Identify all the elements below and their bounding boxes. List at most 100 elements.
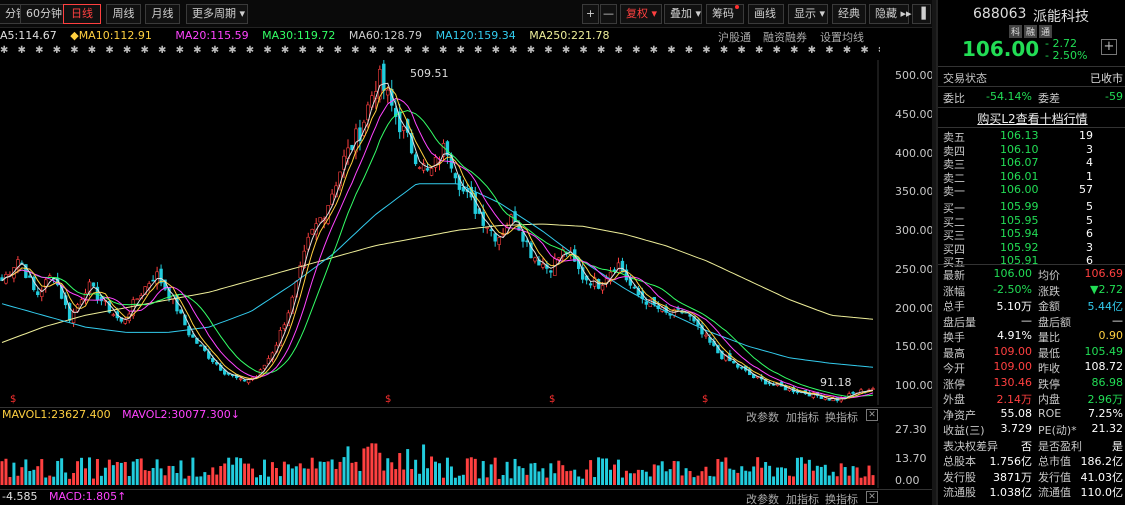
switch-indicator-link[interactable]: 换指标 [825, 493, 858, 505]
volume-bar [525, 474, 529, 485]
draw-line-button[interactable]: 画线 [748, 4, 784, 24]
volume-bar [370, 443, 374, 485]
buy-l2-link[interactable]: 购买L2查看十档行情 [938, 110, 1125, 126]
fuquan-button[interactable]: 复权 ▾ [620, 4, 662, 24]
chevron-down-icon: ▾ [819, 7, 826, 20]
volume-bar [227, 457, 231, 485]
bid-row[interactable]: 买四 105.92 3 [938, 241, 1125, 256]
volume-bar [199, 476, 203, 485]
candle-body [79, 299, 84, 305]
candle-body [358, 127, 362, 142]
volume-bar [859, 477, 863, 485]
display-button[interactable]: 显示 ▾ [788, 4, 828, 24]
bid-row[interactable]: 买二 105.95 5 [938, 214, 1125, 229]
kline-chart[interactable]: 509.51 91.18 $ $ $ $ [0, 60, 880, 405]
tab-60min[interactable]: 60分钟 [20, 4, 68, 24]
level-label: 买四 [943, 242, 965, 256]
chips-button[interactable]: 筹码 [706, 4, 744, 24]
candle-body [167, 288, 171, 299]
volume-bar [640, 469, 644, 485]
stat-label: 换手 [943, 331, 965, 344]
candle-body [40, 290, 44, 297]
level-volume: 19 [1079, 129, 1093, 142]
zoom-out-button[interactable]: — [600, 4, 617, 24]
volume-bar [620, 477, 624, 485]
volume-bar [382, 470, 386, 485]
ask-row[interactable]: 卖四 106.10 3 [938, 142, 1125, 158]
volume-bar [143, 470, 147, 485]
close-icon[interactable]: ✕ [866, 409, 878, 421]
arrow-up-icon: ↑ [117, 490, 127, 503]
candle-body [453, 173, 458, 179]
candle-body [382, 63, 386, 91]
margin-trading-link[interactable]: 融资融券 [763, 31, 807, 44]
bid-row[interactable]: 买三 105.94 6 [938, 227, 1125, 242]
stat-label: 量比 [1038, 331, 1060, 344]
stat-value: 21.32 [1091, 422, 1124, 435]
tab-more-periods[interactable]: 更多周期 ▾ [186, 4, 248, 24]
stat-value: 是 [1112, 439, 1123, 453]
zoom-in-button[interactable]: + [582, 4, 599, 24]
volume-bar [609, 469, 612, 485]
stats-row: 表决权差异 否是否盈利 是 [938, 438, 1125, 453]
candle-body [612, 269, 617, 272]
classic-button[interactable]: 经典 [832, 4, 866, 24]
y-tick: 200.00 [895, 302, 934, 315]
candle-body [421, 163, 426, 171]
volume-bar [764, 462, 768, 485]
volume-bar [871, 475, 875, 485]
volume-bar [784, 468, 787, 485]
add-indicator-link[interactable]: 加指标 [786, 493, 819, 505]
volume-bar [147, 470, 151, 485]
volume-bar [195, 476, 199, 485]
volume-bar [573, 469, 577, 485]
stat-value: 55.08 [1000, 406, 1033, 420]
add-watchlist-button[interactable]: + [1101, 39, 1117, 55]
panel-splitter[interactable] [932, 0, 936, 505]
volume-bar [378, 452, 382, 485]
set-ma-link[interactable]: 设置均线 [820, 31, 864, 44]
stats-row: 净资产 55.08 ROE 7.25% [938, 406, 1125, 422]
stats-row: 总股本 1.756亿 总市值 186.2亿 [938, 453, 1125, 468]
level-volume: 6 [1086, 227, 1093, 241]
ask-row[interactable]: 卖一 106.00 57 [938, 183, 1125, 198]
volume-bar [191, 457, 195, 485]
y-tick: 450.00 [895, 108, 934, 121]
stat-label: 今开 [943, 362, 965, 375]
level-volume: 3 [1086, 142, 1093, 156]
candle-body [588, 283, 593, 286]
candle-body [425, 168, 430, 171]
ma20-line [1, 97, 874, 399]
candle-body [740, 366, 744, 369]
hk-connect-link[interactable]: 沪股通 [718, 31, 751, 44]
stat-label: 发行股 [943, 470, 976, 484]
change-params-link[interactable]: 改参数 [746, 411, 779, 424]
volume-bar [16, 475, 20, 485]
volume-bar [656, 465, 660, 485]
tab-monthly[interactable]: 月线 [145, 4, 180, 24]
volume-bar [215, 474, 219, 485]
change-params-link[interactable]: 改参数 [746, 493, 779, 505]
close-icon[interactable]: ✕ [866, 491, 878, 503]
bid-row[interactable]: 买一 105.99 5 [938, 200, 1125, 215]
volume-bar [338, 461, 342, 485]
volume-bar [8, 476, 12, 485]
volume-bar [32, 469, 36, 485]
overlay-button[interactable]: 叠加 ▾ [664, 4, 702, 24]
volume-bar [740, 466, 744, 485]
collapse-panel-icon[interactable]: ▐ [912, 4, 931, 24]
stat-value: 186.2亿 [1080, 455, 1124, 468]
candle-body [485, 227, 489, 229]
volume-bar [680, 475, 684, 485]
volume-bar [788, 475, 791, 485]
hide-button[interactable]: 隐藏 ▸▸ [869, 4, 912, 24]
stat-label: 盘后量 [943, 315, 976, 329]
ask-row[interactable]: 卖二 106.01 1 [938, 170, 1125, 185]
ask-row[interactable]: 卖五 106.13 19 [938, 129, 1125, 144]
add-indicator-link[interactable]: 加指标 [786, 411, 819, 424]
tab-daily[interactable]: 日线 [63, 4, 101, 24]
tab-weekly[interactable]: 周线 [106, 4, 141, 24]
switch-indicator-link[interactable]: 换指标 [825, 411, 858, 424]
ask-row[interactable]: 卖三 106.07 4 [938, 156, 1125, 171]
candle-body [616, 262, 621, 273]
